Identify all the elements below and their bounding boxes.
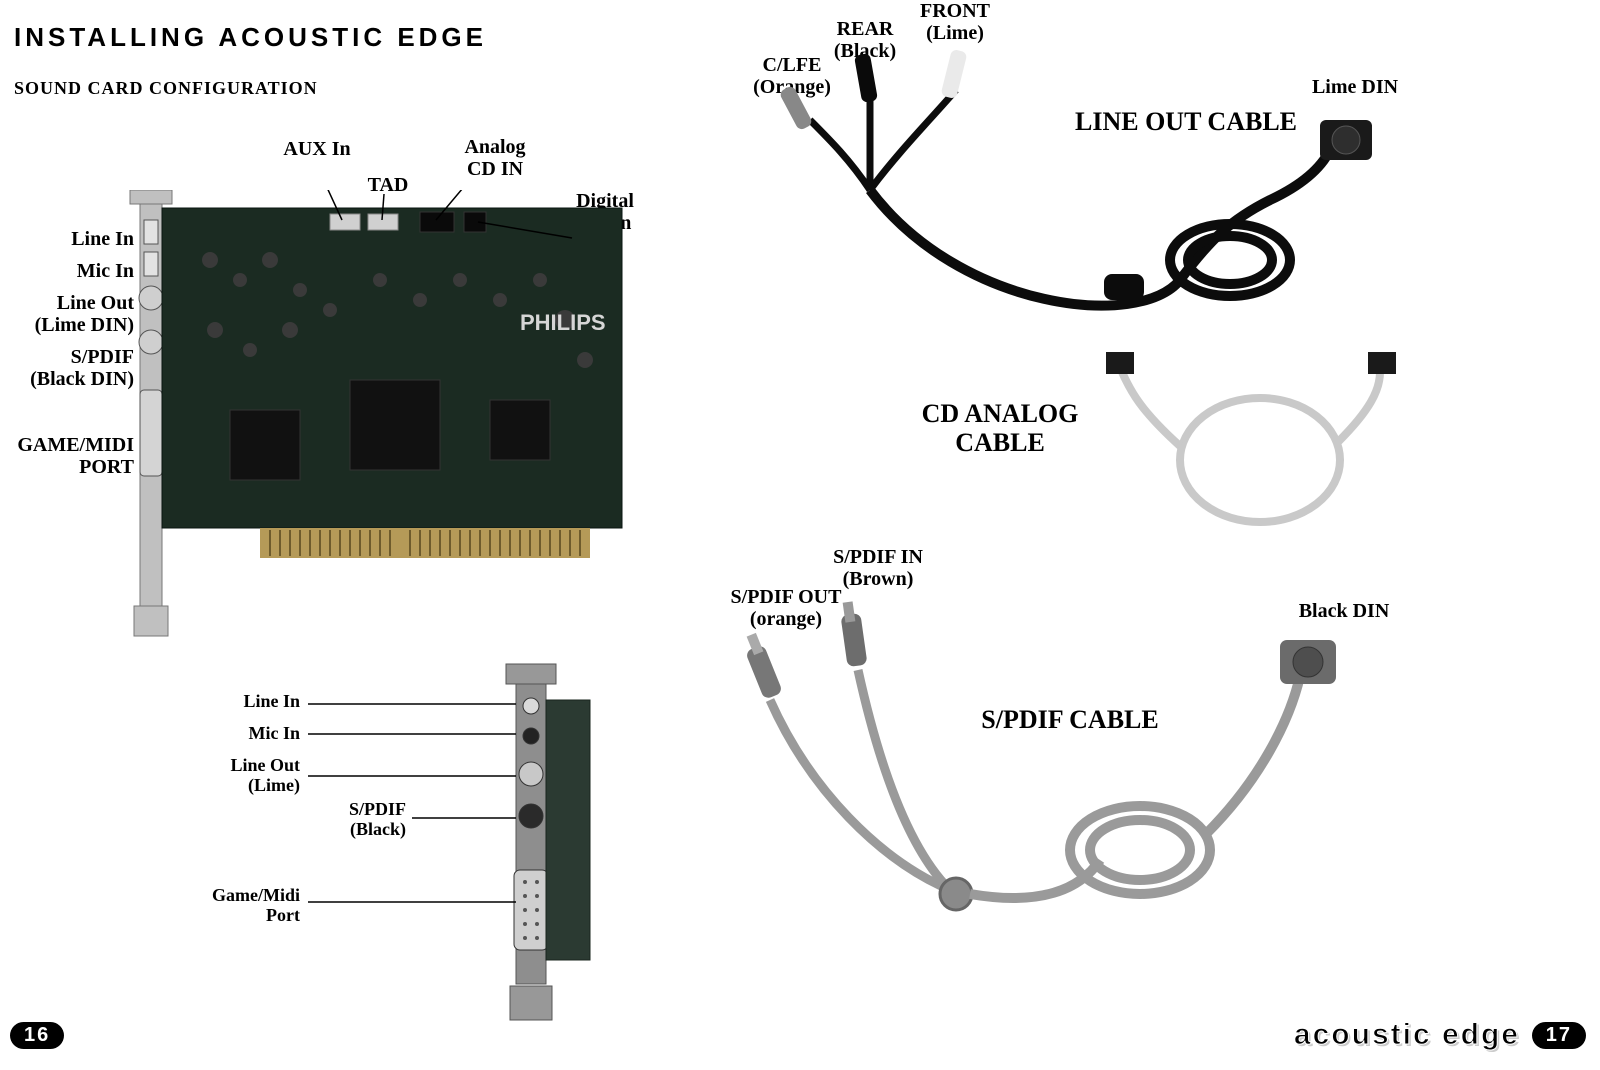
side-leader-lines bbox=[300, 690, 520, 950]
label-aux-in: AUX In bbox=[272, 138, 362, 160]
label-gamemidi: GAME/MIDI PORT bbox=[6, 434, 134, 478]
side-label-mic-in: Mic In bbox=[230, 724, 300, 744]
label-line-out: Line Out (Lime DIN) bbox=[6, 292, 134, 336]
svg-text:PHILIPS: PHILIPS bbox=[520, 310, 606, 335]
spdif-cable-illustration bbox=[740, 590, 1400, 980]
label-cd-analog-cable: CD ANALOG CABLE bbox=[900, 400, 1100, 457]
side-label-line-out: Line Out (Lime) bbox=[186, 756, 300, 796]
label-analog-cd-in: Analog CD IN bbox=[450, 136, 540, 180]
line-out-cable-illustration bbox=[760, 50, 1400, 360]
brand-logo: acoustic edge bbox=[1294, 1018, 1520, 1052]
label-front: FRONT (Lime) bbox=[910, 0, 1000, 44]
section-subtitle: SOUND CARD CONFIGURATION bbox=[14, 78, 318, 99]
page-num-left: 16 bbox=[10, 1022, 64, 1049]
cd-analog-cable-illustration bbox=[1080, 350, 1420, 540]
page-title: INSTALLING ACOUSTIC EDGE bbox=[14, 22, 487, 53]
label-spdif-in: S/PDIF IN (Brown) bbox=[818, 546, 938, 590]
manual-spread: INSTALLING ACOUSTIC EDGE SOUND CARD CONF… bbox=[0, 0, 1600, 1070]
label-spdif: S/PDIF (Black DIN) bbox=[6, 346, 134, 390]
page-num-right: 17 bbox=[1532, 1022, 1586, 1049]
label-line-in: Line In bbox=[14, 228, 134, 250]
side-label-gamemidi: Game/Midi Port bbox=[186, 886, 300, 926]
side-label-line-in: Line In bbox=[200, 692, 300, 712]
label-mic-in: Mic In bbox=[14, 260, 134, 282]
sound-card-illustration: PHILIPS bbox=[120, 190, 660, 650]
